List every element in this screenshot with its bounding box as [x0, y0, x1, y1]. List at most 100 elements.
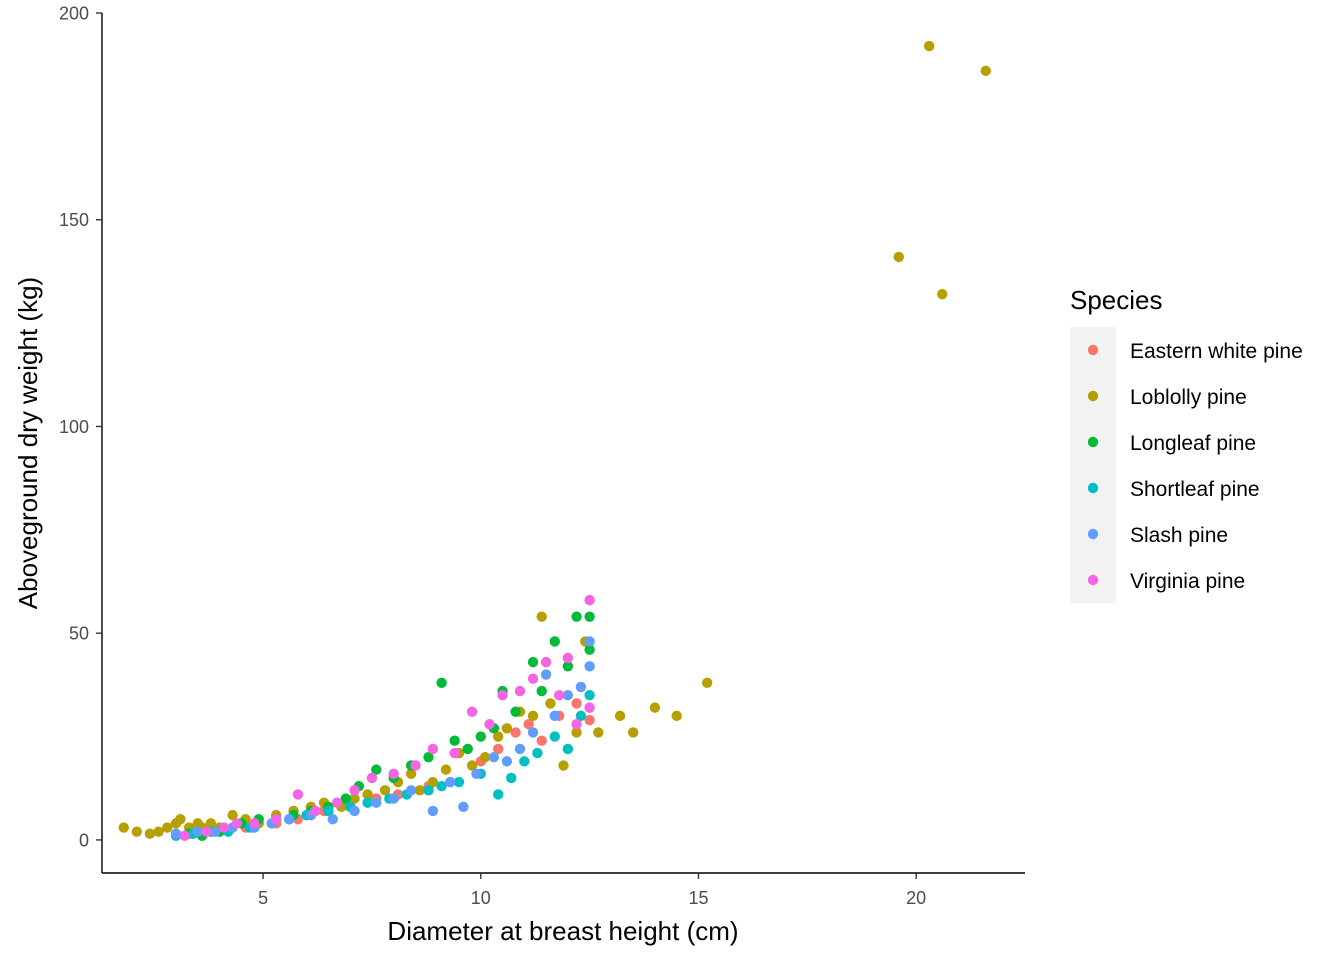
data-point [536, 611, 547, 622]
data-point [549, 731, 560, 742]
data-point [627, 727, 639, 738]
data-point [436, 780, 447, 792]
data-point [584, 611, 595, 622]
data-point [571, 727, 582, 738]
data-point [527, 710, 539, 722]
data-point [532, 747, 543, 759]
data-point [584, 702, 595, 713]
data-point [379, 785, 391, 796]
data-point [205, 818, 217, 829]
data-point [449, 747, 460, 759]
data-point [466, 760, 478, 771]
data-point [562, 690, 574, 701]
data-point [462, 743, 473, 755]
data-point [349, 793, 360, 804]
data-point [584, 644, 595, 655]
data-point [549, 710, 560, 722]
data-point [349, 785, 360, 796]
data-point [501, 756, 513, 767]
data-point [153, 826, 164, 837]
data-point [192, 826, 203, 837]
data-point [562, 661, 574, 672]
data-point [427, 805, 439, 817]
y-tick-label: 100 [59, 417, 89, 437]
data-point [209, 826, 221, 837]
data-point [388, 793, 399, 804]
data-point [366, 772, 378, 784]
y-ticks: 0 50 100 150 200 [59, 4, 102, 850]
data-point [466, 706, 478, 717]
data-point [249, 818, 260, 829]
data-point [593, 727, 604, 738]
data-point [327, 814, 338, 825]
y-axis-title: Aboveground dry weight (kg) [13, 277, 43, 609]
data-point [349, 805, 360, 817]
data-point [162, 822, 173, 833]
data-point [571, 611, 582, 622]
legend-items: Eastern white pine Loblolly pine Longleaf … [1087, 340, 1303, 593]
data-point [893, 251, 904, 263]
data-point [497, 690, 508, 701]
data-point [924, 40, 935, 52]
legend-label: Longleaf pine [1130, 432, 1256, 455]
data-point [170, 828, 182, 839]
data-point [371, 797, 382, 808]
data-point [501, 723, 513, 734]
legend-key [1087, 344, 1099, 356]
data-point [414, 785, 426, 796]
data-point [440, 764, 452, 775]
data-point [649, 702, 661, 713]
y-tick-label: 0 [79, 830, 89, 850]
data-point [479, 752, 491, 763]
legend-key [1087, 482, 1099, 494]
legend-key-background [1070, 327, 1116, 603]
legend-key [1087, 574, 1099, 586]
data-point [510, 727, 521, 738]
points-layer [118, 40, 992, 841]
data-point [410, 760, 421, 771]
legend-label: Virginia pine [1130, 570, 1245, 593]
data-point [523, 718, 534, 730]
data-point [540, 656, 552, 668]
data-point [227, 809, 238, 821]
data-point [340, 793, 352, 804]
data-point [423, 785, 434, 796]
data-point [506, 772, 517, 784]
data-point [310, 805, 321, 817]
x-tick-label: 5 [258, 888, 268, 908]
data-point [536, 685, 547, 697]
data-point [527, 673, 539, 684]
data-point [701, 677, 713, 689]
legend-label: Shortleaf pine [1130, 478, 1260, 501]
data-point [436, 677, 447, 689]
data-point [584, 661, 595, 672]
data-point [553, 690, 565, 701]
data-point [231, 818, 243, 829]
data-point [292, 789, 304, 800]
data-point [492, 789, 504, 800]
data-point [584, 636, 595, 647]
data-point [571, 698, 582, 709]
x-ticks: 5 10 15 20 [258, 873, 926, 908]
data-point [492, 743, 504, 755]
data-point [484, 718, 495, 730]
x-tick-label: 10 [471, 888, 491, 908]
data-point [331, 797, 343, 808]
data-point [144, 828, 156, 839]
data-point [388, 768, 399, 779]
data-point [270, 814, 282, 825]
data-point [549, 636, 560, 647]
data-point [536, 735, 547, 746]
data-point [405, 768, 417, 779]
data-point [514, 743, 526, 755]
data-point [449, 735, 460, 746]
data-point [584, 594, 595, 606]
data-point [584, 714, 595, 726]
data-point [558, 760, 569, 771]
data-point [545, 698, 556, 709]
legend-label: Eastern white pine [1130, 340, 1303, 363]
data-point [471, 768, 482, 779]
y-tick-label: 200 [59, 4, 89, 24]
data-point [453, 776, 465, 788]
